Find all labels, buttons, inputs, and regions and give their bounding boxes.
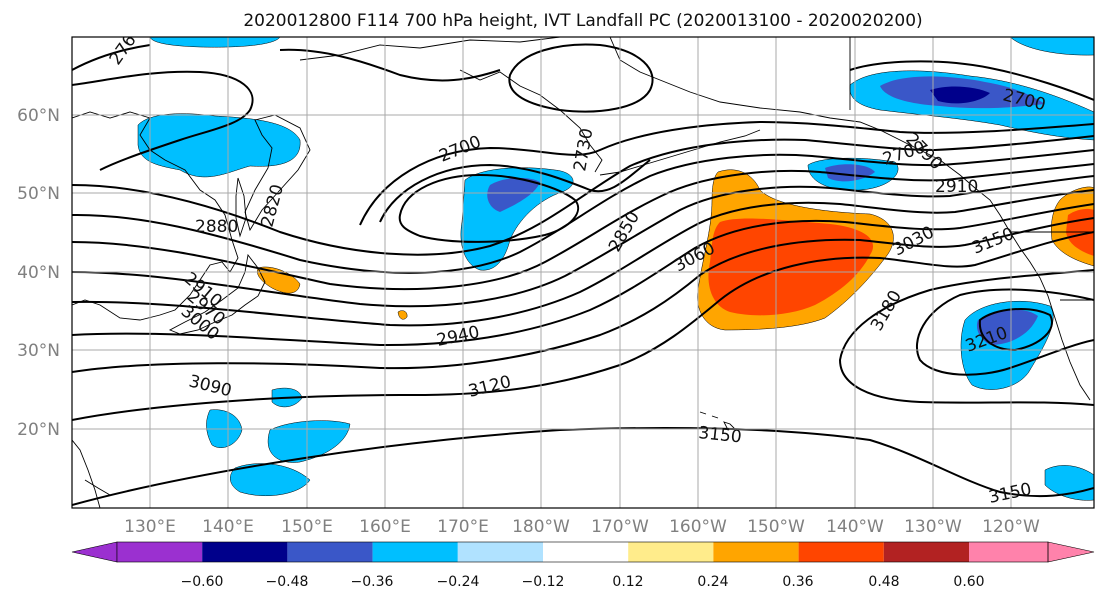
shading-layer: [137, 37, 1094, 501]
height-contours: [72, 43, 1094, 506]
colorbar-tick-label: 0.36: [782, 574, 813, 590]
colorbar-bin: [543, 542, 629, 562]
colorbar-tick-label: 0.60: [953, 574, 984, 590]
colorbar-tick-label: 0.24: [697, 574, 728, 590]
map-panel: 2700 2700 2730 2700 2760 2790 2820 2850 …: [72, 37, 1094, 508]
colorbar-tick-label: −0.60: [181, 574, 224, 590]
lon-label: 160°E: [359, 517, 411, 537]
lon-label: 130°E: [124, 517, 176, 537]
contour-3090: [72, 217, 1094, 373]
contour-3150-east: [838, 269, 1094, 406]
shade-negative-top: [149, 37, 281, 48]
coastline-japan: [168, 253, 266, 335]
colorbar-bin: [628, 542, 714, 562]
contour-2940: [72, 149, 1094, 274]
contour-label: 3150: [697, 423, 742, 447]
contour-2700-alaska: [849, 60, 1094, 101]
shade-positive-small: [397, 310, 408, 320]
coastline-hawaii: [699, 411, 735, 431]
lon-label: 180°W: [512, 517, 570, 537]
contour-2910: [72, 135, 1094, 256]
colorbar-bin: [883, 542, 969, 562]
shade-positive-japan: [257, 266, 301, 294]
lon-label: 150°W: [747, 517, 805, 537]
contour-2850: [379, 159, 651, 223]
colorbar-tick-label: −0.36: [351, 574, 394, 590]
contour-2730-ring: [508, 43, 654, 113]
lat-label: 20°N: [17, 420, 60, 440]
colorbar-frame: [116, 541, 1049, 563]
coastline-sakhalin: [235, 177, 247, 238]
contour-2820-west: [72, 70, 254, 171]
colorbar-tick-label: 0.48: [868, 574, 899, 590]
colorbar-tick-label: −0.48: [266, 574, 309, 590]
lat-label: 40°N: [17, 263, 60, 283]
colorbar-bin: [969, 542, 1048, 562]
colorbar-bin: [713, 542, 799, 562]
lon-label: 130°W: [904, 517, 962, 537]
gridlines: [72, 37, 1094, 508]
colorbar: [71, 541, 1095, 563]
colorbar-tick-label: 0.12: [612, 574, 643, 590]
lon-label: 140°E: [202, 517, 254, 537]
colorbar-bin: [798, 542, 884, 562]
contour-3210: [978, 308, 1053, 352]
coastline-kamchatka: [244, 114, 311, 232]
colorbar-bin: [117, 542, 203, 562]
lon-label: 140°W: [826, 517, 884, 537]
shade-negative-california-core: [976, 309, 1038, 345]
contour-2970: [72, 163, 1094, 291]
contour-3000: [72, 175, 1094, 308]
coastline-layer: [72, 37, 1094, 508]
lat-label: 50°N: [17, 184, 60, 204]
latitude-labels: 60°N 50°N 40°N 30°N 20°N: [17, 106, 60, 440]
contour-label: 2910: [935, 177, 978, 197]
lat-label: 30°N: [17, 341, 60, 361]
lon-label: 150°E: [281, 517, 333, 537]
colorbar-bin: [202, 542, 288, 562]
figure-title: 2020012800 F114 700 hPa height, IVT Land…: [243, 11, 922, 31]
contour-3150-south: [72, 427, 1094, 506]
colorbar-tick-label: −0.12: [522, 574, 565, 590]
colorbar-ticks: −0.60 −0.48 −0.36 −0.24 −0.12 0.12 0.24 …: [181, 574, 985, 590]
coastline-aleutians: [599, 129, 761, 176]
shade-negative-central-pacific-core: [487, 177, 540, 212]
colorbar-bin: [287, 542, 373, 562]
colorbar-bin: [372, 542, 458, 562]
lon-label: 170°E: [437, 517, 489, 537]
colorbar-extend-low: [71, 541, 118, 563]
shade-negative-alaska-core: [930, 86, 990, 104]
lat-label: 60°N: [17, 106, 60, 126]
colorbar-extend-high: [1047, 541, 1095, 563]
coastline-philippines: [72, 439, 111, 508]
contour-3120: [72, 231, 1094, 421]
coastline-asia: [72, 111, 239, 321]
longitude-labels: 130°E 140°E 150°E 160°E 170°E 180°W 170°…: [124, 517, 1040, 537]
lon-label: 170°W: [591, 517, 649, 537]
contour-2700-low: [398, 173, 580, 243]
contour-3030: [72, 189, 1094, 327]
map-frame: [71, 36, 1095, 509]
contour-3060: [72, 203, 1094, 347]
colorbar-tick-label: −0.24: [437, 574, 480, 590]
coastline-alaska: [609, 37, 1091, 401]
colorbar-bin: [457, 542, 543, 562]
contour-2760-north: [72, 44, 501, 82]
lon-label: 120°W: [982, 517, 1040, 537]
contour-label: 2880: [195, 217, 238, 237]
contour-3180: [915, 288, 1094, 376]
lon-label: 160°W: [669, 517, 727, 537]
